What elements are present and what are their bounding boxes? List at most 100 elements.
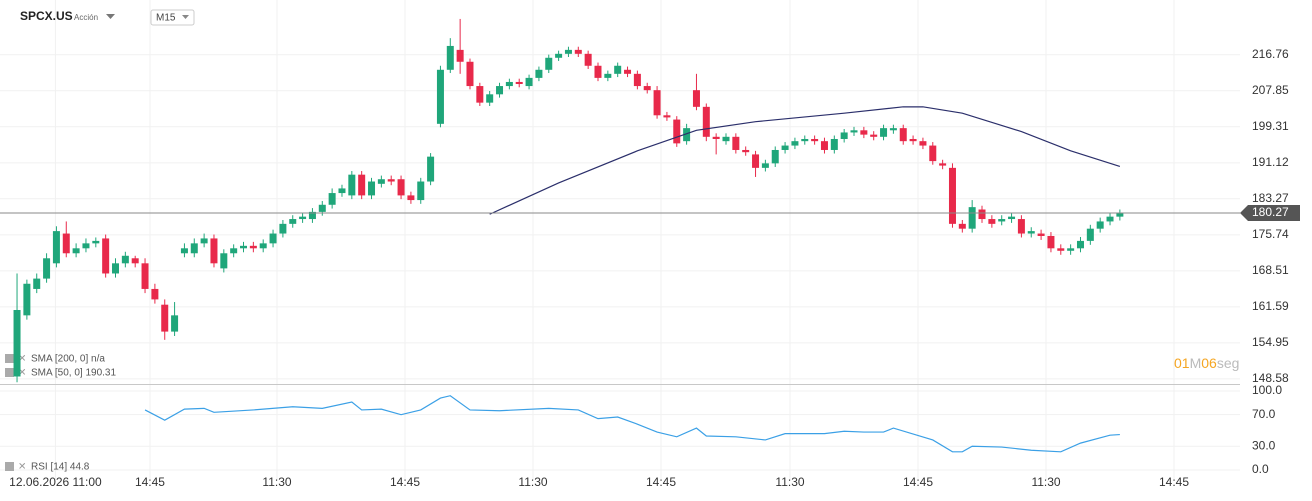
candle-body [308, 211, 316, 220]
candle-body [151, 288, 159, 300]
candle-body [811, 138, 819, 142]
y-tick-label: 207.85 [1252, 83, 1289, 97]
candle-body [141, 263, 149, 289]
x-tick-label: 14:45 [646, 475, 676, 489]
candle-body [939, 163, 947, 166]
candle-body [673, 119, 681, 144]
candle-body [121, 255, 129, 264]
candle-body [702, 106, 710, 137]
x-tick-label: 11:30 [1031, 475, 1060, 489]
candle-body [958, 223, 966, 229]
candle-body [889, 128, 897, 131]
candle-body [820, 141, 828, 150]
x-tick-label: 12.06.2026 11:00 [9, 475, 102, 489]
candle-body [171, 315, 179, 332]
candle-body [387, 179, 395, 182]
candle-body [830, 138, 838, 150]
candle-body [948, 167, 956, 224]
timeframe-box[interactable] [150, 9, 195, 26]
x-tick-label: 14:45 [135, 475, 165, 489]
candle-body [358, 174, 366, 196]
candle-body [161, 304, 169, 332]
candle-body [368, 181, 376, 196]
candle-body [535, 69, 543, 78]
candle-body [23, 283, 31, 316]
rsi-tick-label: 0.0 [1252, 462, 1269, 476]
y-tick-label: 191.12 [1252, 155, 1289, 169]
candle-body [968, 207, 976, 229]
indicator-remove[interactable]: ✕ [18, 354, 26, 365]
candle-body [1057, 248, 1065, 251]
candle-body [446, 45, 454, 70]
candle-body [52, 231, 60, 264]
indicator-icon[interactable] [5, 462, 14, 471]
candle-body [180, 248, 188, 254]
indicator-remove[interactable]: ✕ [18, 368, 26, 379]
candle-body [722, 136, 730, 142]
symbol-dropdown[interactable] [106, 14, 115, 19]
candle-body [781, 145, 789, 150]
symbol[interactable]: SPCX.US [20, 9, 73, 23]
candle-body [82, 243, 90, 249]
candle-body [102, 238, 110, 274]
candle-body [712, 136, 720, 139]
candle-body [33, 278, 41, 289]
candle-body [1008, 216, 1016, 220]
candle-body [220, 253, 228, 269]
candle-body [880, 128, 888, 137]
candle-body [1047, 235, 1055, 249]
candle-body [791, 141, 799, 146]
rsi-tick-label: 70.0 [1252, 407, 1276, 421]
candle-body [62, 233, 70, 254]
candle-body [840, 132, 848, 139]
candle-body [466, 61, 474, 87]
candle-body [417, 181, 425, 201]
candle-body [112, 263, 120, 274]
candle-body [515, 81, 523, 85]
candle-body [505, 81, 513, 87]
candle-body [978, 209, 986, 220]
rsi-legend: RSI [14] 44.8 [31, 462, 90, 473]
indicator-icon[interactable] [5, 354, 14, 363]
candle-body [1106, 216, 1114, 222]
candle-body [683, 128, 691, 142]
candle-body [397, 179, 405, 196]
candle-body [43, 258, 51, 279]
candle-body [545, 57, 553, 70]
candle-body [210, 238, 218, 264]
candle-body [929, 145, 937, 162]
rsi-tick-label: 30.0 [1252, 438, 1276, 452]
indicator-remove[interactable]: ✕ [18, 462, 26, 473]
last-price-label: 180.27 [1252, 205, 1289, 219]
candle-body [240, 245, 248, 249]
candle-body [486, 94, 494, 103]
candle-body [594, 65, 602, 78]
candle-body [752, 154, 760, 168]
x-tick-label: 14:45 [1159, 475, 1189, 489]
candle-body [328, 193, 336, 205]
indicator-icon[interactable] [5, 368, 14, 377]
x-tick-label: 14:45 [390, 475, 420, 489]
y-tick-label: 154.95 [1252, 335, 1289, 349]
timeframe-dropdown[interactable] [182, 15, 189, 19]
y-tick-label: 175.74 [1252, 227, 1289, 241]
candle-body [427, 156, 435, 182]
candle-body [496, 86, 504, 95]
candle-body [338, 188, 346, 194]
candle-body [1076, 240, 1084, 249]
candle-body [584, 53, 592, 66]
rsi-line [144, 395, 1120, 453]
candle-body [860, 130, 868, 135]
candle-body [998, 219, 1006, 222]
timeframe[interactable]: M15 [156, 13, 176, 24]
candle-body [604, 73, 612, 78]
candle-body [525, 77, 533, 87]
y-tick-label: 168.51 [1252, 263, 1289, 277]
candle-body [742, 149, 750, 153]
candle-body [1096, 221, 1104, 229]
candle-body [131, 258, 139, 264]
candle-body [318, 204, 326, 212]
candle-body [92, 240, 100, 244]
